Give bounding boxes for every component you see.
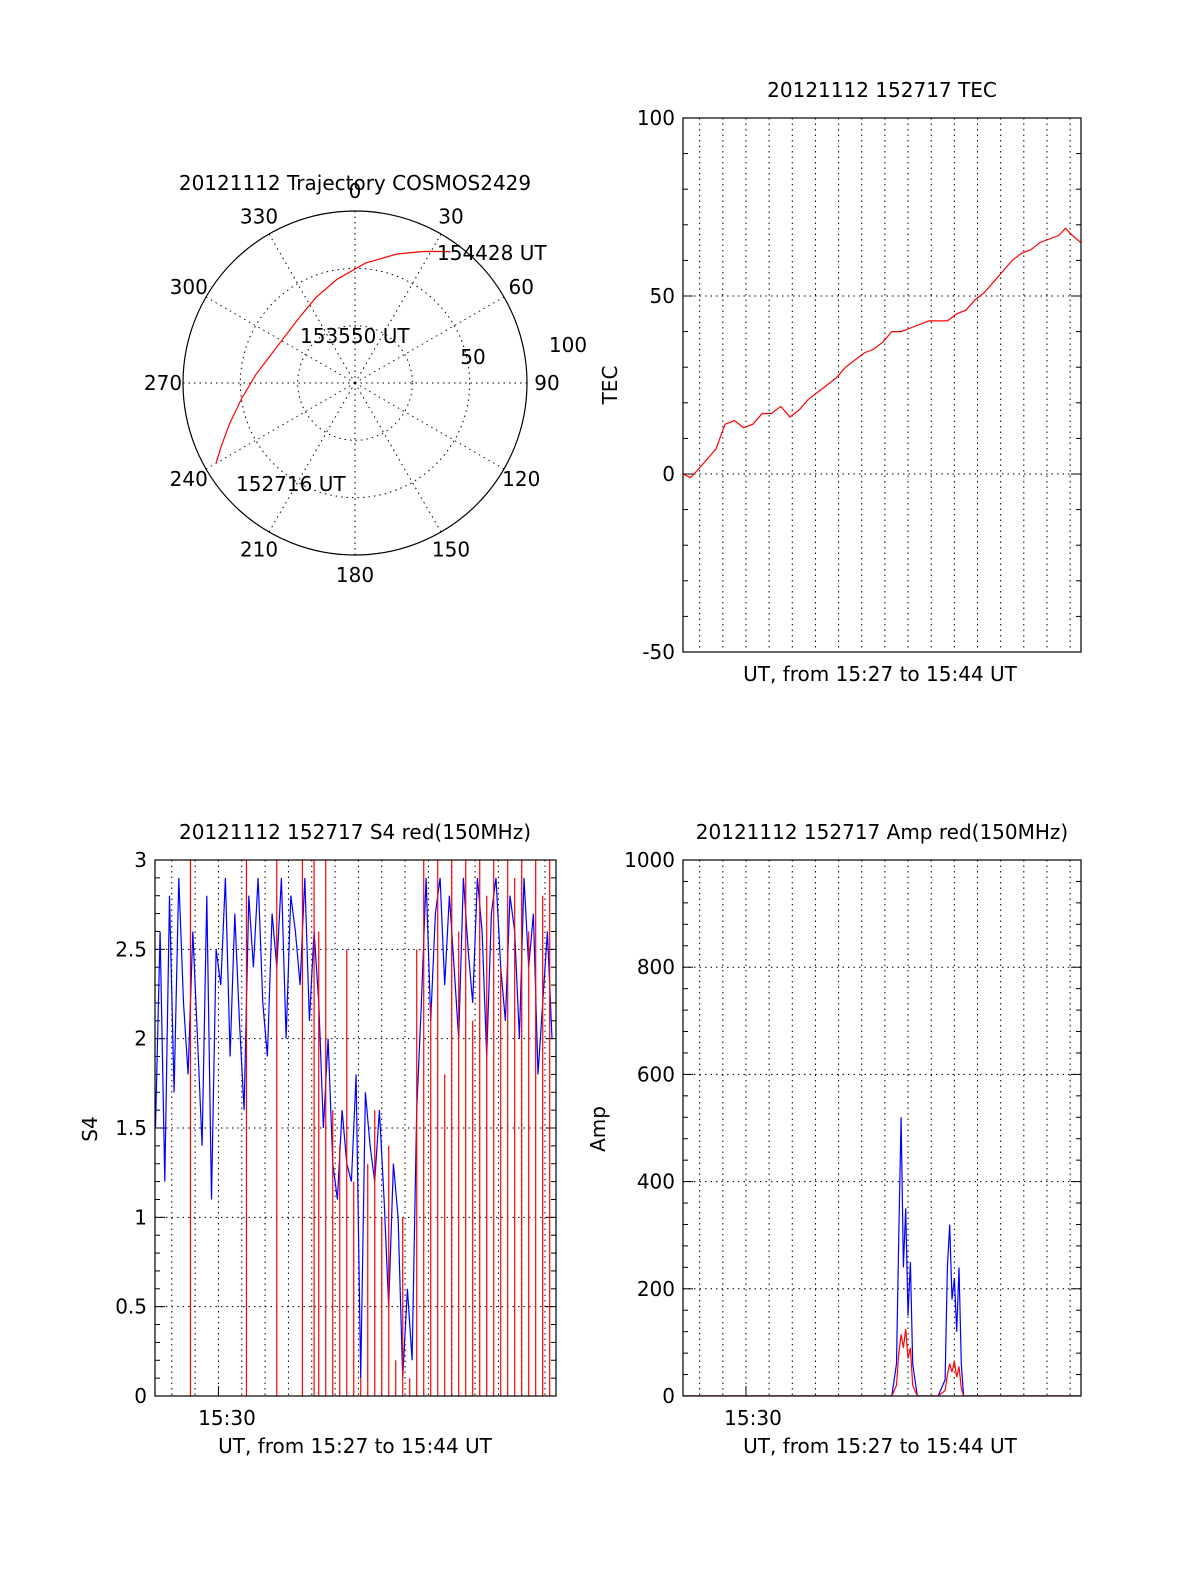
s4-title: 20121112 152717 S4 red(150MHz) (179, 820, 531, 844)
polar-azimuth-label: 240 (170, 467, 208, 491)
series-group (683, 1117, 1081, 1396)
y-tick-label: 50 (650, 284, 675, 308)
tec-x-axis-label: UT, from 15:27 to 15:44 UT (743, 662, 1018, 686)
polar-ring-1 (239, 267, 471, 499)
polar-azimuth-label: 180 (336, 563, 374, 587)
tec-chart: 20121112 152717 TEC TEC UT, from 15:27 t… (598, 78, 1082, 686)
y-tick-label: 2.5 (115, 937, 147, 961)
s4-chart: 20121112 152717 S4 red(150MHz) S4 15:30 … (78, 820, 557, 1458)
polar-ring-0 (297, 325, 413, 441)
tec-y-axis-label: TEC (598, 366, 622, 406)
series-line-blue (155, 877, 553, 1379)
y-tick-label: 1000 (624, 848, 675, 872)
y-tick-label: 400 (637, 1170, 675, 1194)
y-tick-label: 0 (134, 1384, 147, 1408)
y-tick-label: 800 (637, 955, 675, 979)
y-tick-label: 0 (662, 462, 675, 486)
polar-title: 20121112 Trajectory COSMOS2429 (179, 171, 531, 195)
s4-x-tick-label: 15:30 (198, 1406, 256, 1430)
polar-trajectory-line-0 (215, 250, 451, 464)
polar-annotation-mid: 153550 UT (300, 324, 410, 348)
series-group (683, 227, 1081, 479)
y-tick-label: 3 (134, 848, 147, 872)
polar-azimuth-label: 210 (240, 537, 278, 561)
y-tick-label: 1.5 (115, 1116, 147, 1140)
y-tick-label: 0 (662, 1384, 675, 1408)
amp-x-axis-label: UT, from 15:27 to 15:44 UT (743, 1434, 1018, 1458)
polar-azimuth-label: 30 (438, 205, 463, 229)
series-line-blue (683, 1117, 1081, 1396)
polar-azimuth-label: 330 (240, 205, 278, 229)
polar-radial-label: 100 (549, 333, 587, 357)
polar-spoke-300 (205, 296, 356, 384)
polar-spoke-240 (205, 382, 356, 470)
polar-spoke-150 (354, 382, 442, 533)
tec-title: 20121112 152717 TEC (767, 78, 997, 102)
polar-spoke-30 (354, 233, 442, 384)
y-tick-label: 100 (637, 106, 675, 130)
plot-frame (682, 859, 1082, 1397)
s4-y-axis-label: S4 (78, 1116, 102, 1141)
y-tick-label: -50 (642, 640, 675, 664)
y-tick-label: 1 (134, 1205, 147, 1229)
polar-spoke-210 (268, 382, 356, 533)
polar-trajectory-chart: 20121112 Trajectory COSMOS2429 0 30 60 90 12… (144, 171, 587, 587)
polar-azimuth-label: 60 (509, 275, 534, 299)
polar-azimuth-label: 270 (144, 371, 182, 395)
amp-y-axis-label: Amp (586, 1106, 610, 1152)
polar-radial-label: 50 (460, 345, 485, 369)
y-tick-label: 200 (637, 1277, 675, 1301)
series-line-red (683, 1328, 1081, 1396)
y-tick-label: 0.5 (115, 1295, 147, 1319)
plot-frame (154, 859, 557, 1397)
polar-annotation-end: 154428 UT (437, 241, 547, 265)
y-tick-label: 600 (637, 1062, 675, 1086)
polar-azimuth-label: 120 (502, 467, 540, 491)
s4-x-axis-label: UT, from 15:27 to 15:44 UT (218, 1434, 493, 1458)
polar-azimuth-label: 0 (349, 179, 362, 203)
amp-x-tick-label: 15:30 (724, 1406, 782, 1430)
polar-azimuth-label: 300 (170, 275, 208, 299)
amp-title: 20121112 152717 Amp red(150MHz) (696, 820, 1068, 844)
y-tick-label: 2 (134, 1027, 147, 1051)
polar-spoke-60 (354, 296, 505, 384)
polar-azimuth-label: 150 (432, 537, 470, 561)
series-line-0 (683, 227, 1081, 479)
polar-spoke-120 (354, 382, 505, 470)
polar-annotation-start: 152716 UT (236, 472, 346, 496)
series-group (155, 860, 553, 1396)
amp-chart: 20121112 152717 Amp red(150MHz) Amp 15:3… (586, 820, 1082, 1458)
polar-spoke-330 (268, 233, 356, 384)
polar-outer-circle (182, 210, 528, 556)
polar-azimuth-label: 90 (534, 371, 559, 395)
plot-frame (682, 117, 1082, 653)
